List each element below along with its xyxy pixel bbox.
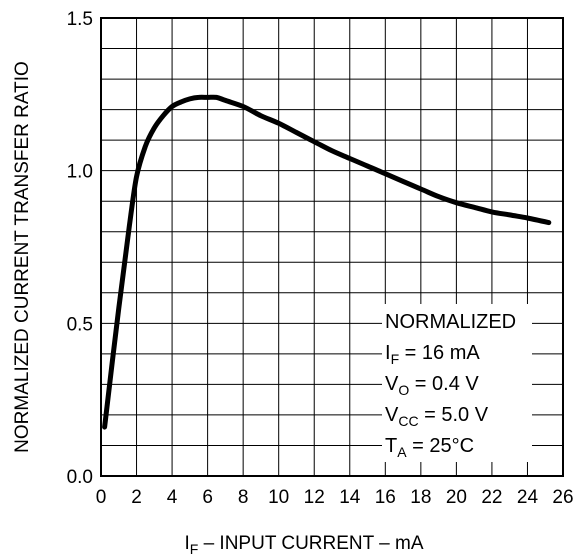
x-tick-label: 8 (238, 487, 249, 508)
y-tick-label: 1.0 (67, 162, 93, 183)
x-tick-label: 6 (202, 487, 213, 508)
x-tick-label: 10 (268, 487, 289, 508)
plot-frame (100, 17, 564, 477)
ctr-curve (102, 94, 552, 430)
annotation: NORMALIZED IF = 16 mA VO = 0.4 V VCC = 5.0 … (385, 311, 516, 460)
y-tick-label: 0.0 (67, 467, 93, 488)
y-tick-label: 1.5 (67, 9, 93, 30)
x-tick-label: 26 (552, 487, 573, 508)
x-tick-label: 18 (410, 487, 431, 508)
x-tick-label: 20 (446, 487, 467, 508)
annotation-box (382, 304, 532, 462)
annotation-line: IF = 16 mA (385, 342, 480, 367)
annotation-line: VCC = 5.0 V (385, 404, 489, 429)
y-axis-label: NORMALIZED CURRENT TRANSFER RATIO (12, 61, 33, 453)
y-tick-labels: 0.0 0.5 1.0 1.5 (67, 9, 93, 488)
annotation-line: VO = 0.4 V (385, 373, 479, 398)
x-tick-label: 16 (375, 487, 396, 508)
x-tick-label: 0 (96, 487, 107, 508)
x-tick-label: 22 (481, 487, 502, 508)
x-tick-label: 4 (167, 487, 178, 508)
x-tick-label: 14 (339, 487, 361, 508)
x-tick-label: 24 (517, 487, 539, 508)
x-tick-labels: 0 2 4 6 8 10 12 14 16 18 20 22 24 26 (96, 487, 574, 508)
y-tick-label: 0.5 (67, 314, 93, 335)
x-axis-label: IF – INPUT CURRENT – mA (184, 533, 423, 557)
annotation-line: NORMALIZED (385, 311, 516, 333)
x-tick-label: 12 (304, 487, 325, 508)
x-tick-label: 2 (131, 487, 142, 508)
annotation-line: TA = 25°C (385, 435, 474, 460)
